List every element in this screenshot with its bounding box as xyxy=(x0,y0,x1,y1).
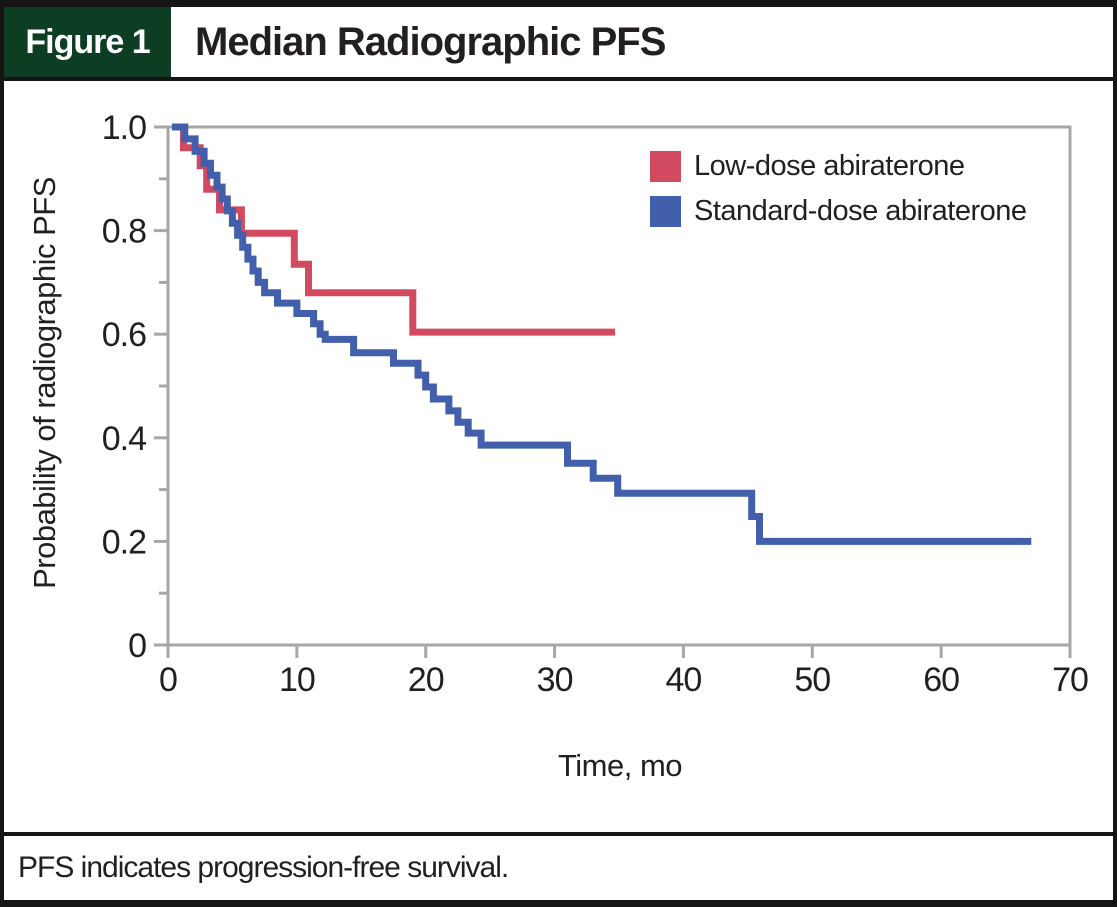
figure-title: Median Radiographic PFS xyxy=(195,19,666,64)
x-tick-label: 0 xyxy=(159,661,177,699)
y-tick-label: 0.6 xyxy=(102,316,146,354)
y-tick-label: 0 xyxy=(128,627,146,665)
figure-number-tag: Figure 1 xyxy=(4,7,171,77)
legend-label-low-dose: Low-dose abiraterone xyxy=(694,150,965,182)
y-axis-title: Probability of radiographic PFS xyxy=(27,177,62,589)
figure-header: Figure 1 Median Radiographic PFS xyxy=(4,7,1113,77)
y-tick-label: 0.8 xyxy=(102,213,146,251)
y-tick-label: 0.4 xyxy=(102,420,146,458)
low-dose-swatch-icon xyxy=(650,151,681,182)
x-tick-label: 30 xyxy=(537,661,573,699)
x-tick-label: 60 xyxy=(923,661,959,699)
legend: Low-dose abiraterone Standard-dose abira… xyxy=(650,150,1027,227)
x-tick-label: 10 xyxy=(279,661,315,699)
series-path-standard-dose-abiraterone xyxy=(171,123,1032,545)
x-tick-label: 40 xyxy=(666,661,702,699)
y-tick-label: 1.0 xyxy=(102,109,146,147)
x-tick-label: 70 xyxy=(1052,661,1088,699)
legend-item-low-dose: Low-dose abiraterone xyxy=(650,150,1027,182)
legend-item-standard-dose: Standard-dose abiraterone xyxy=(650,195,1027,227)
legend-label-standard-dose: Standard-dose abiraterone xyxy=(694,195,1027,227)
y-tick-label: 0.2 xyxy=(102,523,146,561)
standard-dose-swatch-icon xyxy=(650,196,681,227)
series-path-low-dose-abiraterone xyxy=(177,123,616,336)
x-axis-title: Time, mo xyxy=(557,748,683,783)
chart-area: 0 10 20 30 40 50 60 70 1.0 0.8 0.6 0.4 0.2 0 Probabil… xyxy=(4,81,1113,832)
figure-footer: PFS indicates progression-free survival. xyxy=(4,836,1113,900)
x-tick-label: 50 xyxy=(794,661,830,699)
footnote: PFS indicates progression-free survival. xyxy=(18,851,509,884)
kaplan-meier-plot: 0 10 20 30 40 50 60 70 1.0 0.8 0.6 0.4 0.2 0 xyxy=(102,109,1089,699)
x-tick-label: 20 xyxy=(408,661,444,699)
